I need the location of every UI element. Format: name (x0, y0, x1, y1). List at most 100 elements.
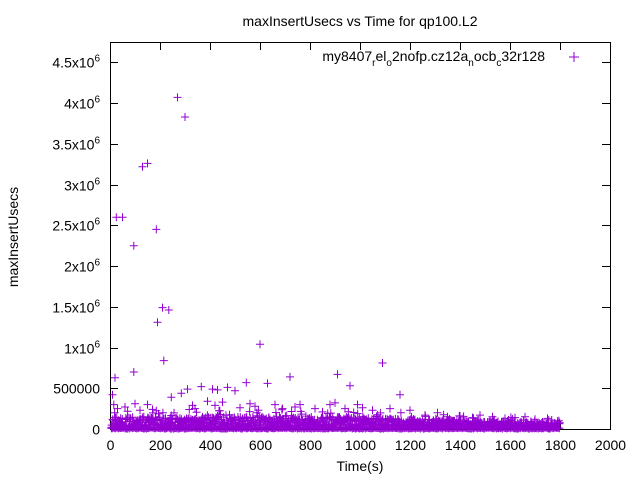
data-point (378, 359, 387, 367)
data-point-dense (287, 407, 296, 416)
legend-label-part: 2nofp.cz12a (392, 48, 468, 64)
data-point-dense (128, 413, 137, 422)
y-tick-label: 1.5x106 (52, 299, 100, 316)
legend-label-part: el (376, 48, 387, 64)
data-point (143, 159, 152, 168)
data-point-dense (277, 405, 286, 414)
data-point-dense (508, 415, 517, 423)
y-tick-label-exponent: 6 (94, 299, 100, 310)
data-point-dense (170, 408, 178, 417)
data-point (341, 404, 349, 413)
data-point (167, 393, 176, 402)
x-tick-label: 200 (149, 437, 173, 453)
data-point (211, 401, 219, 410)
data-point (159, 356, 168, 365)
data-point (143, 400, 152, 409)
y-tick-label-exponent: 6 (94, 95, 100, 106)
data-point-dense (158, 408, 167, 417)
x-axis-label: Time(s) (337, 458, 384, 474)
data-point (118, 213, 127, 222)
data-point (521, 412, 529, 421)
data-point (136, 406, 144, 415)
data-point-dense (245, 407, 254, 416)
data-point (121, 403, 129, 411)
data-point (331, 398, 339, 407)
legend-label-part: ocb (474, 48, 497, 64)
data-point (191, 404, 199, 413)
data-point (158, 303, 167, 312)
data-point (326, 400, 334, 409)
y-tick-label-exponent: 6 (94, 258, 100, 269)
y-axis-label: maxInsertUsecs (5, 187, 21, 287)
data-point-dense (123, 407, 132, 416)
data-point (164, 306, 173, 314)
data-point (213, 385, 222, 394)
data-point (246, 399, 254, 408)
data-point (353, 400, 362, 409)
data-point (183, 385, 192, 394)
y-tick-label: 4x106 (64, 95, 100, 112)
x-tick-label: 400 (199, 437, 223, 453)
data-point (109, 400, 118, 409)
y-tick-label-base: 4.5x10 (52, 55, 94, 71)
chart-title: maxInsertUsecs vs Time for qp100.L2 (243, 13, 478, 29)
y-tick-label: 2x106 (64, 258, 100, 275)
legend-label-part: o (386, 58, 392, 69)
plot-frame (110, 42, 611, 430)
data-point (291, 403, 299, 411)
y-tick-label-base: 2x10 (64, 259, 95, 275)
y-tick-label-base: 500000 (53, 381, 100, 397)
y-tick-label-base: 1.5x10 (52, 300, 94, 316)
data-point (311, 404, 319, 413)
x-tick-label: 0 (107, 437, 115, 453)
y-tick-label-exponent: 6 (94, 217, 100, 228)
x-tick-label: 1200 (395, 437, 426, 453)
data-point (406, 406, 414, 415)
data-point-dense (281, 412, 290, 421)
data-point (251, 402, 259, 411)
data-point (236, 403, 244, 412)
legend-label-part: 32r128 (501, 48, 545, 64)
data-point-dense (459, 412, 468, 421)
data-point-dense (225, 410, 234, 419)
data-point (271, 400, 279, 409)
data-point (111, 373, 119, 382)
data-point (368, 406, 377, 415)
y-tick-label: 3.5x106 (52, 136, 100, 153)
data-point (286, 372, 294, 381)
data-point (333, 370, 342, 379)
y-tick-label-base: 2.5x10 (52, 218, 94, 234)
x-tick-label: 1600 (495, 437, 526, 453)
legend-label-part: n (468, 58, 474, 69)
legend-label-part: c (496, 58, 501, 69)
scatter-points (107, 93, 564, 433)
legend-marker (569, 52, 579, 62)
data-point (346, 381, 354, 390)
y-tick-label: 2.5x106 (52, 217, 100, 234)
data-point-dense (254, 406, 263, 415)
data-point-dense (185, 405, 194, 414)
y-tick-label: 500000 (53, 381, 100, 397)
y-tick-label-exponent: 6 (94, 340, 100, 351)
data-point (138, 162, 147, 171)
data-point (208, 385, 217, 394)
data-point (396, 390, 404, 399)
x-axis: 0 200 400 600 800 1000 1200 1400 1600 1800 2000 (107, 42, 626, 453)
data-point-dense (222, 411, 230, 420)
data-point-dense (376, 408, 385, 417)
data-point (476, 411, 484, 420)
data-point-dense (148, 408, 157, 417)
y-tick-label-base: 3.5x10 (52, 137, 94, 153)
data-point (231, 386, 239, 395)
y-tick-label: 0 (92, 422, 100, 438)
data-point-dense (555, 424, 564, 433)
y-tick-label-exponent: 6 (94, 136, 100, 147)
x-tick-label: 800 (299, 437, 323, 453)
data-point (113, 404, 122, 413)
data-point (129, 241, 138, 250)
data-point (197, 382, 206, 391)
data-point (263, 379, 272, 388)
data-point-dense (353, 409, 362, 418)
x-tick-label: 1400 (445, 437, 476, 453)
data-point (108, 390, 117, 399)
